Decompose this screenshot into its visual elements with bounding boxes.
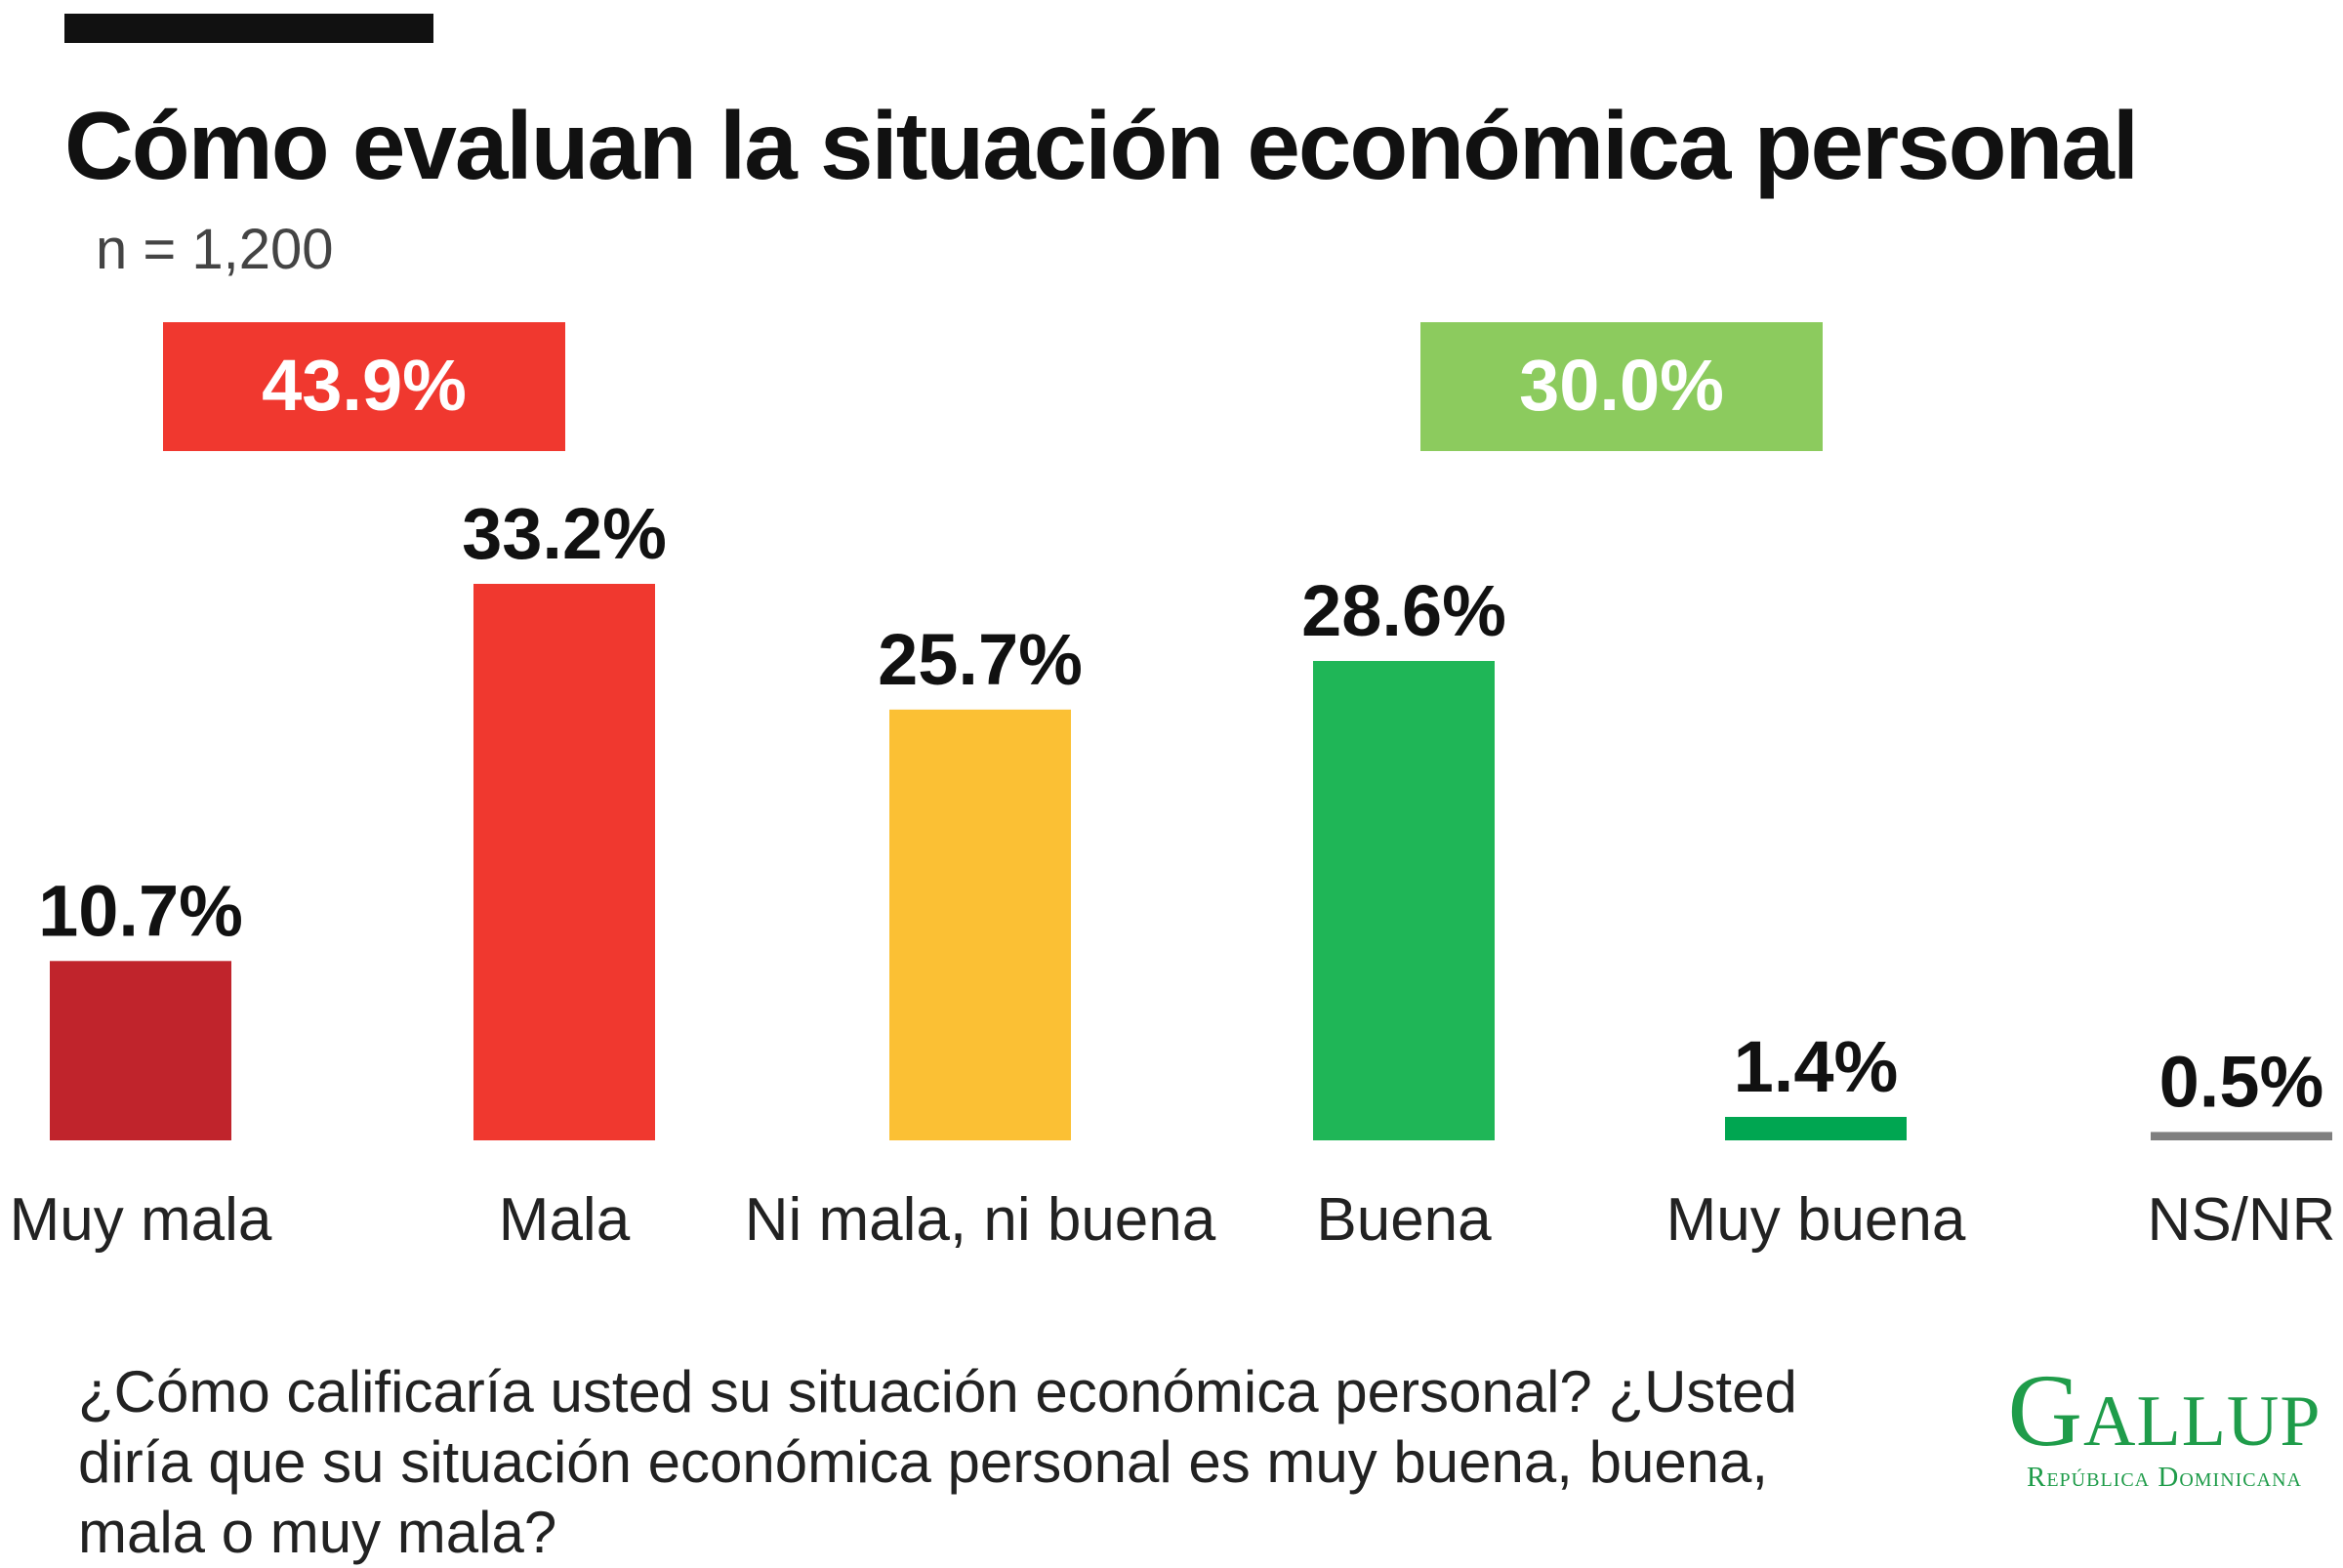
value-label-5: 0.5% — [2159, 1041, 2324, 1122]
category-label-0: Muy mala — [10, 1186, 272, 1254]
value-label-1: 33.2% — [462, 493, 667, 574]
survey-question: ¿Cómo calificaría usted su situación eco… — [78, 1359, 1797, 1565]
bar-2 — [889, 709, 1071, 1140]
group-total-box-0 — [163, 322, 565, 451]
bar-chart: 43.9% 30.0% 10.7%33.2%25.7%28.6%1.4% 0.5% … — [10, 322, 2336, 1254]
category-labels: Muy mala Mala Ni mala, ni buena Buena Muy bu… — [10, 1186, 2336, 1254]
category-label-5: NS/NR — [2148, 1186, 2336, 1254]
bar-5 — [2151, 1132, 2332, 1140]
value-label-0: 10.7% — [38, 870, 243, 951]
chart-title: Cómo evaluan la situación económica pers… — [64, 92, 2139, 199]
bars — [50, 584, 2332, 1140]
top-rule — [64, 14, 433, 43]
value-label-2: 25.7% — [878, 619, 1083, 700]
bar-0 — [50, 961, 231, 1140]
category-label-4: Muy buena — [1666, 1186, 1966, 1254]
bar-3 — [1313, 660, 1495, 1140]
bar-4 — [1725, 1116, 1907, 1140]
value-label-3: 28.6% — [1301, 570, 1506, 651]
logo-wordmark: Gallup — [2007, 1353, 2322, 1467]
category-label-3: Buena — [1316, 1186, 1492, 1254]
bar-1 — [473, 584, 655, 1140]
group-total-box-1 — [1420, 322, 1823, 451]
group-totals: 43.9% 30.0% — [163, 322, 1823, 451]
category-label-1: Mala — [499, 1186, 631, 1254]
value-labels: 10.7% 33.2% 25.7% 28.6% 1.4% 0.5% — [38, 493, 2323, 1122]
category-label-2: Ni mala, ni buena — [745, 1186, 1216, 1254]
group-total-label-1: 30.0% — [1519, 345, 1724, 426]
sample-size: n = 1,200 — [96, 218, 334, 281]
logo-subtitle: República Dominicana — [2027, 1462, 2302, 1493]
value-label-4: 1.4% — [1734, 1026, 1899, 1107]
gallup-logo: Gallup República Dominicana — [2003, 1353, 2325, 1494]
group-total-label-0: 43.9% — [262, 345, 467, 426]
